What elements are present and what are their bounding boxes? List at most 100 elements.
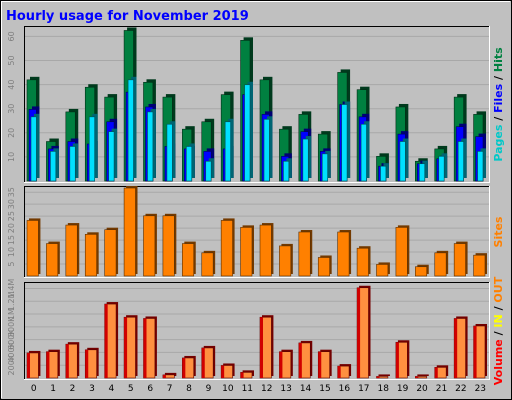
bar-face — [123, 187, 136, 277]
bar-sites-23 — [473, 253, 487, 277]
bar-face — [201, 252, 214, 277]
bar-face — [224, 121, 231, 182]
bar-face — [263, 119, 270, 182]
bar-sites-9 — [201, 250, 216, 277]
x-tick-label: 0 — [31, 384, 37, 394]
bar-face — [162, 215, 175, 277]
bar-pages-3 — [88, 113, 98, 182]
y-tick-label: 600K — [7, 329, 16, 350]
bar-sites-11 — [240, 225, 254, 277]
bar-volume-edge — [124, 317, 128, 378]
bar-volume-18 — [376, 374, 390, 379]
bar-face — [127, 79, 134, 182]
bar-volume-edge — [27, 352, 30, 378]
y-tick-label: 30 — [7, 104, 16, 114]
bar-face — [419, 163, 426, 182]
bar-sites-16 — [337, 230, 352, 277]
bar-depth — [417, 374, 429, 376]
legend-part: IN — [492, 314, 505, 327]
bar-volume-edge — [298, 342, 302, 378]
bar-volume-3 — [84, 347, 99, 379]
x-tick-label: 1 — [50, 384, 56, 394]
bar-volume-edge — [318, 351, 322, 378]
x-tick-label: 13 — [280, 384, 291, 394]
bar-sites-0 — [26, 218, 41, 277]
bar-face — [84, 234, 97, 277]
y-tick-label: 20 — [7, 223, 16, 233]
y-tick-label: 15 — [7, 235, 16, 245]
bar-face — [337, 231, 350, 277]
y-tick-label: 25 — [7, 211, 16, 221]
bar-face — [473, 254, 486, 277]
bar-sites-12 — [259, 223, 274, 277]
x-tick-label: 6 — [147, 384, 153, 394]
y-tick-label: 10 — [7, 152, 16, 162]
bar-volume-8 — [182, 355, 196, 379]
bar-volume-edge — [104, 304, 108, 378]
x-tick-label: 18 — [377, 384, 389, 394]
bar-pages-11 — [244, 81, 253, 182]
bar-pages-4 — [108, 128, 118, 182]
legend-part: Sites — [492, 216, 505, 247]
bar-volume-edge — [260, 317, 263, 378]
legend-label: Pages / Files / Hits — [492, 47, 505, 162]
x-tick-label: 7 — [167, 384, 173, 394]
bar-volume-edge — [434, 367, 438, 378]
bar-volume-16 — [337, 364, 352, 379]
chart-panels: 10 20 30 40 50 60 5 10 15 20 25 30 35 200K400K600K800… — [7, 26, 490, 380]
bar-pages-0 — [30, 113, 40, 182]
bar-sites-14 — [298, 230, 313, 277]
bar-sites-5 — [123, 186, 138, 277]
chart-title: Hourly usage for November 2019 — [6, 9, 249, 24]
bar-face — [399, 141, 406, 182]
bar-face — [69, 146, 76, 182]
x-tick-label: 14 — [300, 384, 312, 394]
bar-sites-1 — [46, 241, 60, 277]
bar-face — [317, 257, 330, 277]
bar-volume-edge — [46, 351, 50, 378]
bar-pages-21 — [438, 153, 448, 182]
x-tick-label: 19 — [397, 384, 409, 394]
x-tick-label: 4 — [109, 384, 115, 394]
y-tick-label: 5 — [7, 261, 16, 266]
bars-sites — [26, 186, 487, 277]
bar-volume-edge — [85, 349, 89, 378]
legend-part: OUT — [492, 276, 505, 302]
bar-volume-0 — [26, 350, 41, 379]
bar-face — [147, 111, 154, 182]
bar-volume-edge — [143, 318, 147, 378]
x-tick-label: 12 — [261, 384, 272, 394]
y-tick-label: 20 — [7, 128, 16, 138]
bar-face — [205, 160, 212, 182]
bar-volume-edge — [240, 372, 244, 378]
bar-face — [259, 224, 272, 277]
bar-sites-13 — [279, 243, 293, 277]
bar-pages-14 — [302, 136, 312, 182]
bar-face — [321, 153, 328, 182]
legend-part: / — [492, 72, 505, 84]
bar-face — [360, 123, 367, 182]
y-tick-label: 1M — [7, 308, 16, 320]
bar-face — [434, 252, 447, 277]
x-tick-label: 3 — [89, 384, 95, 394]
bar-sites-19 — [395, 225, 410, 277]
bar-pages-19 — [399, 138, 409, 182]
bar-pages-17 — [360, 121, 370, 182]
bar-volume-edge — [162, 374, 166, 378]
bar-volume-11 — [240, 370, 254, 379]
bar-pages-9 — [205, 158, 215, 182]
bar-depth — [378, 374, 390, 376]
legend-label: Volume / IN / OUT — [492, 276, 505, 385]
bar-volume-edge — [376, 376, 380, 378]
bar-sites-15 — [317, 255, 332, 277]
x-tick-label: 20 — [416, 384, 428, 394]
bar-sites-20 — [415, 264, 429, 277]
y-tick-label: 10 — [7, 247, 16, 257]
bar-sites-2 — [65, 223, 80, 277]
bar-depth — [164, 372, 177, 376]
bar-pages-23 — [477, 148, 486, 182]
bar-face — [356, 247, 369, 277]
x-tick-label: 8 — [186, 384, 192, 394]
x-tick-label: 2 — [70, 384, 76, 394]
